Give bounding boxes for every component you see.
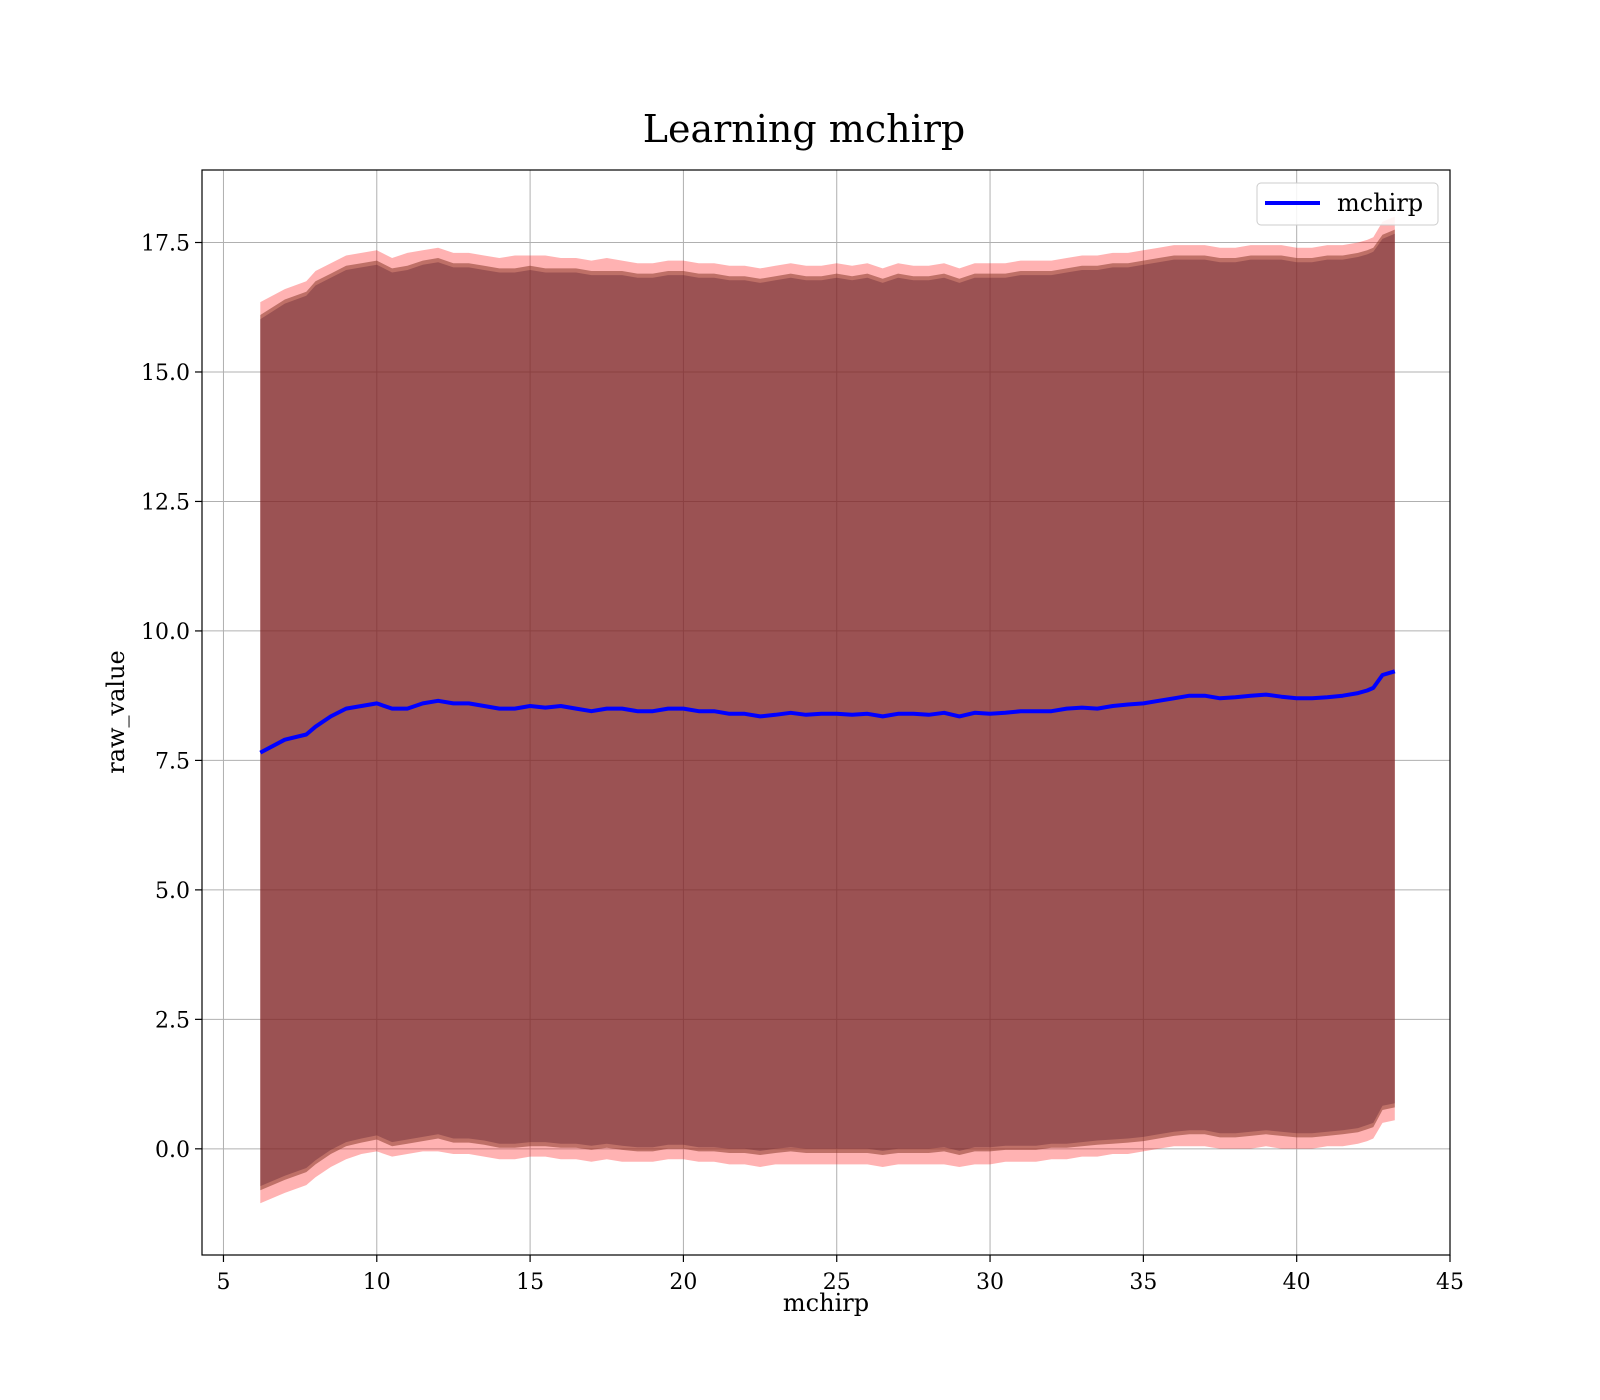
plot-frame — [201, 169, 1451, 1256]
series-line-mchirp — [259, 669, 1396, 755]
series-lines — [259, 669, 1396, 755]
x-axis-label: mchirp — [783, 1289, 869, 1317]
x-tick-label: 10 — [363, 1270, 391, 1295]
bands — [260, 216, 1395, 1204]
y-tick-label: 17.5 — [141, 232, 190, 257]
x-tick-label: 40 — [1283, 1270, 1311, 1295]
inner-confidence-band — [260, 229, 1395, 1191]
x-tick-label: 20 — [669, 1270, 697, 1295]
plot-area — [201, 169, 1451, 1256]
y-ticks: 0.0 2.5 5.0 7.5 10.0 12.5 15.0 17.5 — [141, 232, 202, 1163]
y-tick-label: 10.0 — [141, 620, 190, 645]
y-axis-label: raw_value — [102, 650, 130, 774]
x-tick-label: 5 — [216, 1270, 230, 1295]
y-tick-label: 5.0 — [155, 879, 190, 904]
legend-label-mchirp: mchirp — [1337, 189, 1423, 217]
y-tick-label: 7.5 — [155, 749, 190, 774]
x-tick-label: 25 — [823, 1270, 851, 1295]
y-tick-label: 12.5 — [141, 490, 190, 515]
x-ticks: 5 10 15 20 25 30 35 40 45 — [216, 1255, 1464, 1295]
x-tick-label: 45 — [1436, 1270, 1464, 1295]
x-tick-label: 30 — [976, 1270, 1004, 1295]
x-tick-label: 15 — [516, 1270, 544, 1295]
legend-box — [1256, 182, 1439, 226]
chart-title: Learning mchirp — [643, 107, 965, 151]
x-tick-label: 35 — [1129, 1270, 1157, 1295]
legend: mchirp — [1256, 182, 1439, 226]
y-tick-label: 0.0 — [155, 1138, 190, 1163]
core-band — [260, 233, 1395, 1187]
y-tick-label: 2.5 — [155, 1008, 190, 1033]
y-tick-label: 15.0 — [141, 361, 190, 386]
